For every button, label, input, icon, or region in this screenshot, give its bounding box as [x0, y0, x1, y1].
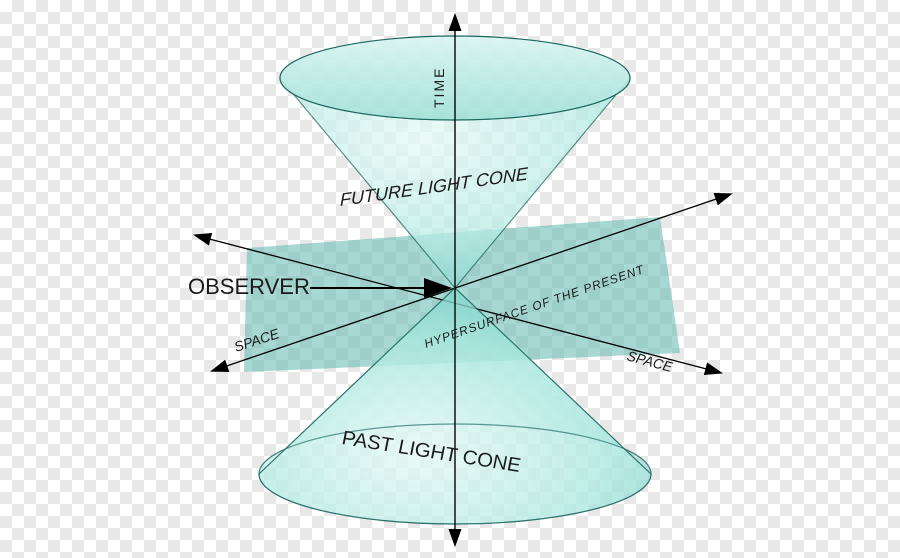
light-cone-diagram: TIME FUTURE LIGHT CONE PAST LIGHT CONE O…: [0, 0, 900, 558]
time-axis-label: TIME: [431, 67, 447, 108]
observer-label: OBSERVER: [188, 274, 310, 299]
